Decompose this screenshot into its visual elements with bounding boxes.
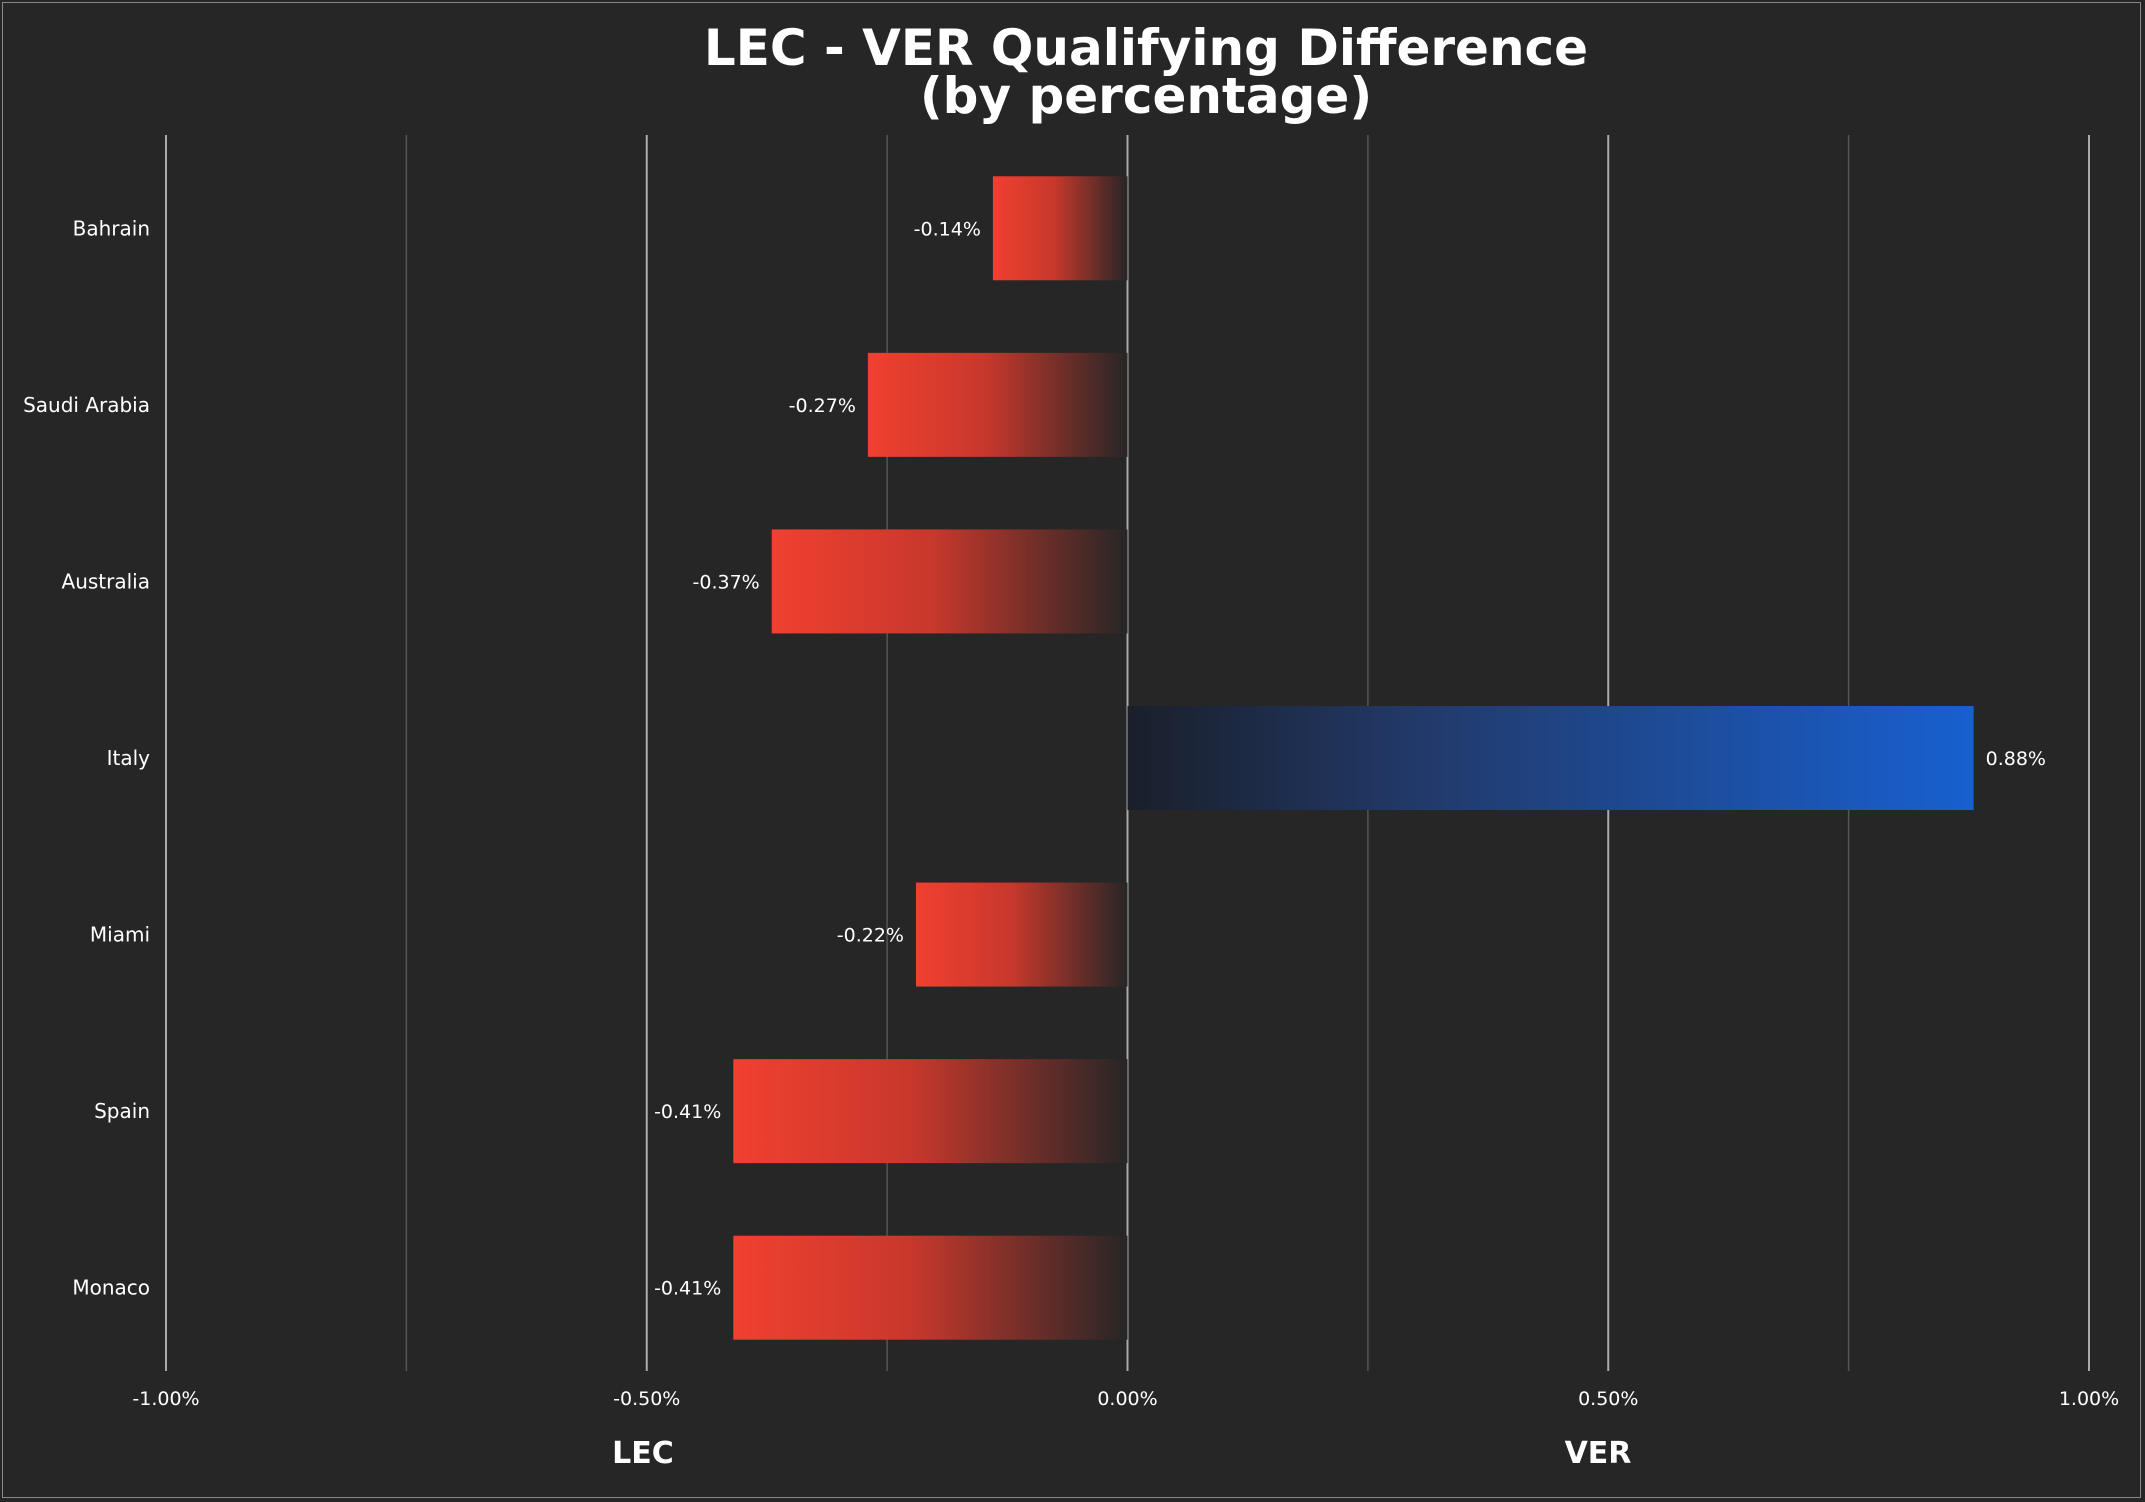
category-label: Spain (94, 1099, 150, 1123)
x-tick-label: 0.50% (1578, 1388, 1638, 1410)
side-label-ver: VER (1565, 1436, 1632, 1471)
data-label: -0.27% (789, 395, 856, 417)
category-label: Bahrain (73, 216, 150, 240)
chart-title: LEC - VER Qualifying Difference (704, 19, 1588, 77)
data-label: -0.14% (914, 218, 981, 240)
chart-subtitle: (by percentage) (920, 67, 1372, 125)
category-label: Australia (62, 569, 150, 593)
x-tick-label: 1.00% (2059, 1388, 2119, 1410)
category-label: Monaco (72, 1276, 150, 1300)
x-tick-label: 0.00% (1097, 1388, 1157, 1410)
x-tick-label: -0.50% (613, 1388, 680, 1410)
bar-spain (733, 1059, 1128, 1164)
category-label: Italy (107, 746, 151, 770)
category-label: Miami (90, 923, 150, 947)
data-label: 0.88% (1986, 748, 2046, 770)
data-label: -0.37% (693, 571, 760, 593)
bar-saudi-arabia (867, 352, 1128, 457)
bar-monaco (733, 1235, 1128, 1340)
bar-australia (771, 529, 1128, 634)
bar-miami (915, 882, 1128, 987)
chart: LEC - VER Qualifying Difference (by perc… (23, 19, 2119, 1471)
data-label: -0.41% (654, 1278, 721, 1300)
data-label: -0.22% (837, 925, 904, 947)
x-tick-label: -1.00% (132, 1388, 199, 1410)
bars (733, 176, 1974, 1340)
side-label-lec: LEC (612, 1436, 674, 1471)
bar-italy (1127, 706, 1974, 810)
data-label: -0.41% (654, 1101, 721, 1123)
category-label: Saudi Arabia (23, 393, 150, 417)
bar-bahrain (992, 176, 1128, 281)
labels: -1.00% -0.50% 0.00% 0.50% 1.00% Bahrain -0.14%… (23, 216, 2119, 1410)
